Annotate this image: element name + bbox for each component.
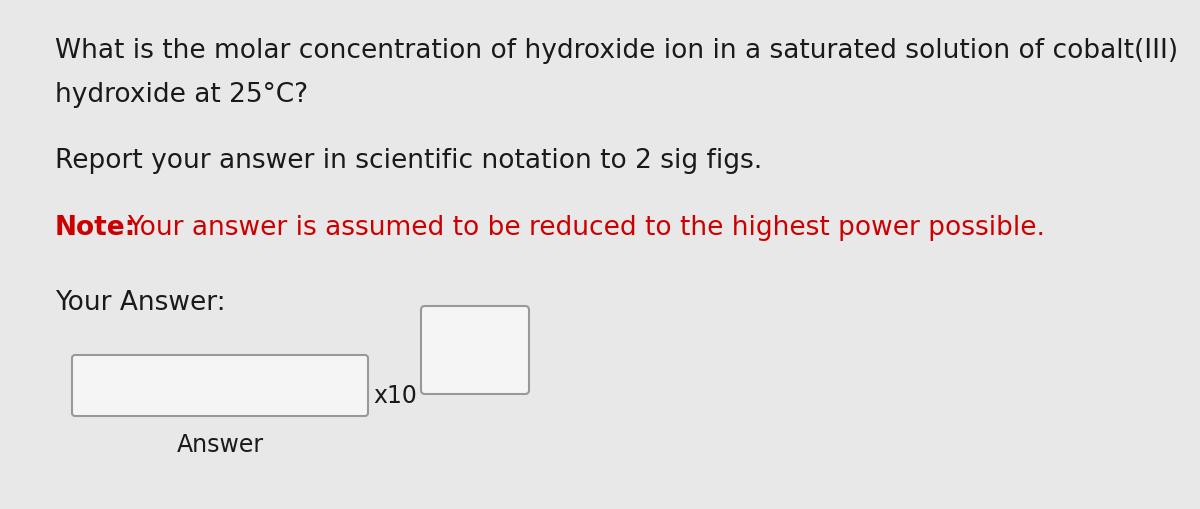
FancyBboxPatch shape [72, 355, 368, 416]
Text: Your Answer:: Your Answer: [55, 290, 226, 316]
Text: hydroxide at 25°C?: hydroxide at 25°C? [55, 82, 308, 108]
FancyBboxPatch shape [421, 306, 529, 394]
Text: x10: x10 [373, 384, 416, 408]
Text: Answer: Answer [176, 433, 264, 457]
Text: Note:: Note: [55, 215, 137, 241]
Text: Your answer is assumed to be reduced to the highest power possible.: Your answer is assumed to be reduced to … [127, 215, 1045, 241]
Text: Report your answer in scientific notation to 2 sig figs.: Report your answer in scientific notatio… [55, 148, 762, 174]
Text: What is the molar concentration of hydroxide ion in a saturated solution of coba: What is the molar concentration of hydro… [55, 38, 1178, 64]
